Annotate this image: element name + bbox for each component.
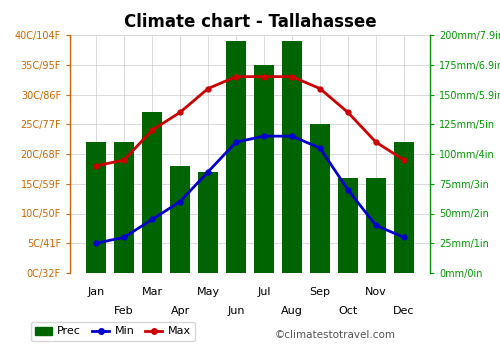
- Text: Jun: Jun: [228, 306, 245, 316]
- Text: Feb: Feb: [114, 306, 134, 316]
- Text: Oct: Oct: [338, 306, 357, 316]
- Bar: [338, 178, 357, 273]
- Bar: [114, 142, 134, 273]
- Text: Jan: Jan: [88, 287, 105, 297]
- Text: Nov: Nov: [365, 287, 386, 297]
- Text: Dec: Dec: [393, 306, 414, 316]
- Text: May: May: [196, 287, 220, 297]
- Legend: Prec, Min, Max: Prec, Min, Max: [30, 322, 195, 341]
- Text: Jul: Jul: [257, 287, 270, 297]
- Bar: [254, 65, 274, 273]
- Bar: [226, 41, 246, 273]
- Text: Apr: Apr: [170, 306, 190, 316]
- Bar: [142, 112, 162, 273]
- Bar: [86, 142, 106, 273]
- Bar: [198, 172, 218, 273]
- Text: Sep: Sep: [310, 287, 330, 297]
- Bar: [310, 124, 330, 273]
- Text: Mar: Mar: [142, 287, 163, 297]
- Bar: [394, 142, 413, 273]
- Bar: [282, 41, 302, 273]
- Title: Climate chart - Tallahassee: Climate chart - Tallahassee: [124, 13, 376, 31]
- Text: ©climatestotravel.com: ©climatestotravel.com: [275, 329, 396, 340]
- Bar: [170, 166, 190, 273]
- Bar: [366, 178, 386, 273]
- Text: Aug: Aug: [281, 306, 303, 316]
